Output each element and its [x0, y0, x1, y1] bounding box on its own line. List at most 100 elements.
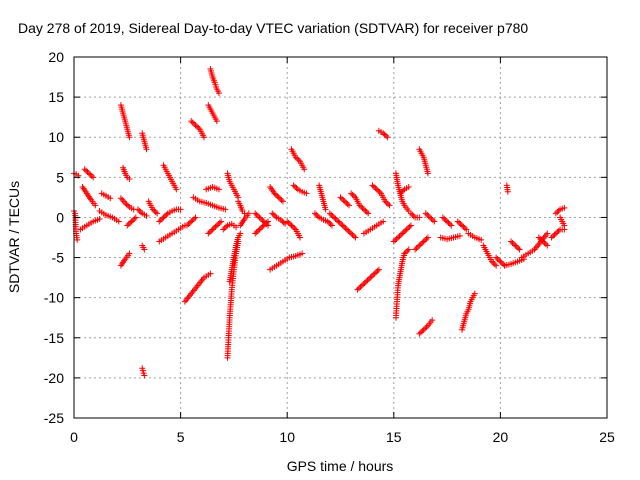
data-point — [335, 218, 342, 225]
data-point — [237, 230, 244, 237]
series-arc-12 — [124, 214, 139, 229]
data-point — [129, 217, 136, 224]
data-point — [416, 242, 423, 249]
data-point — [494, 255, 501, 262]
data-point — [384, 134, 391, 141]
data-point — [126, 250, 133, 257]
series-arc-56 — [407, 210, 423, 221]
data-point — [177, 206, 184, 213]
y-axis-label: SDTVAR / TECUs — [6, 181, 22, 293]
data-point — [370, 271, 377, 278]
data-point — [339, 222, 346, 229]
data-point — [163, 211, 170, 218]
data-point — [357, 283, 364, 290]
data-point — [358, 282, 365, 289]
data-point — [208, 227, 215, 234]
series-arc-36 — [252, 218, 272, 237]
data-point — [192, 214, 199, 221]
data-point — [419, 239, 426, 246]
y-tick-label: -15 — [44, 330, 64, 346]
y-tick-label: -20 — [44, 370, 64, 386]
data-point — [422, 325, 429, 332]
data-point — [373, 186, 380, 193]
data-point — [126, 175, 133, 182]
series-arc-67 — [493, 254, 508, 269]
data-point — [257, 225, 264, 232]
data-point — [220, 226, 227, 233]
data-point — [509, 239, 516, 246]
data-point — [419, 328, 426, 335]
data-point — [363, 278, 370, 285]
data-point — [439, 214, 446, 221]
data-point — [493, 254, 500, 261]
data-point — [348, 230, 355, 237]
data-point — [253, 211, 260, 218]
data-point — [500, 261, 507, 268]
data-point — [265, 218, 272, 225]
data-point — [425, 213, 432, 220]
data-point — [555, 207, 562, 214]
series-arc-64 — [454, 218, 470, 233]
data-point — [81, 166, 88, 173]
data-point — [296, 234, 303, 241]
data-point — [332, 215, 339, 222]
data-point — [289, 223, 296, 230]
series-arc-05 — [77, 216, 103, 233]
series-arc-38 — [267, 183, 286, 205]
data-point — [541, 239, 548, 246]
data-point — [115, 218, 122, 225]
data-point — [205, 230, 212, 237]
data-point — [390, 238, 397, 245]
series-arc-24 — [205, 102, 220, 125]
data-point — [399, 230, 406, 237]
x-tick-label: 20 — [493, 429, 509, 445]
data-point — [290, 182, 297, 189]
x-tick-label: 5 — [177, 429, 185, 445]
data-point — [427, 214, 434, 221]
data-point — [490, 259, 497, 266]
series-arc-51 — [369, 182, 393, 209]
data-point — [287, 221, 294, 228]
data-point — [293, 185, 300, 192]
data-point — [363, 209, 370, 216]
data-point — [221, 225, 228, 232]
data-point — [456, 232, 463, 239]
series-arc-06 — [96, 208, 122, 225]
y-tick-label: 15 — [48, 89, 64, 105]
data-point — [352, 234, 359, 241]
series-arc-17 — [145, 198, 161, 217]
data-point — [329, 213, 336, 220]
data-point — [544, 242, 551, 249]
data-point — [457, 221, 464, 228]
series-arc-09 — [120, 164, 133, 182]
series-arc-41 — [290, 182, 310, 197]
series-arc-15 — [139, 242, 148, 253]
series-arc-60 — [422, 210, 438, 225]
data-point — [442, 217, 449, 224]
data-point — [257, 215, 264, 222]
data-point — [508, 238, 515, 245]
series-arc-58 — [416, 317, 436, 337]
data-point — [189, 119, 196, 126]
data-point — [303, 190, 310, 197]
data-point — [143, 212, 150, 219]
data-point — [362, 207, 369, 214]
data-point — [291, 225, 298, 232]
data-point — [188, 118, 195, 125]
data-point — [299, 250, 306, 257]
data-point — [288, 222, 295, 229]
data-point — [393, 235, 400, 242]
data-point — [360, 281, 367, 288]
data-point — [252, 230, 259, 237]
data-point — [369, 182, 376, 189]
data-point — [337, 194, 344, 201]
series-arc-37 — [267, 250, 306, 273]
data-point — [343, 199, 350, 206]
data-point — [372, 185, 379, 192]
series-arc-26 — [203, 183, 222, 193]
series-arc-75 — [557, 214, 568, 229]
data-point — [554, 209, 561, 216]
data-points — [71, 66, 568, 379]
series-arc-23 — [207, 66, 222, 97]
data-point — [542, 241, 549, 248]
